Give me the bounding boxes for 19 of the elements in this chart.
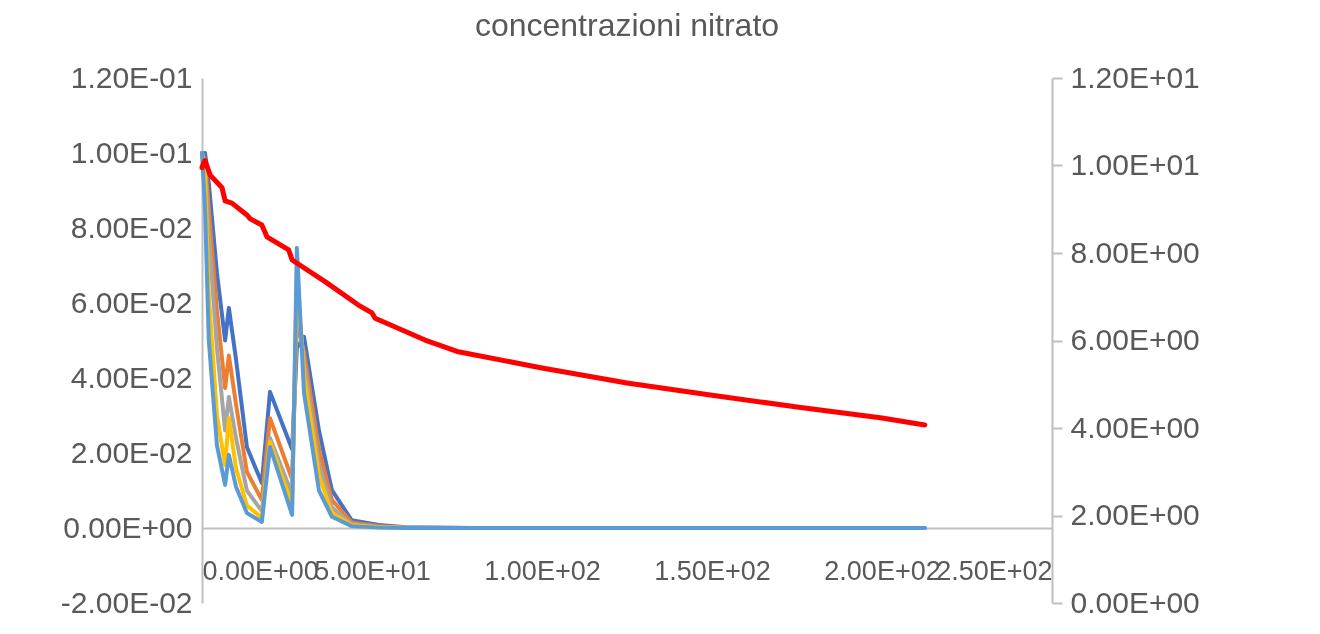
y2-tick-label: 1.20E+01 — [1070, 60, 1200, 94]
y2-tick-label: 2.00E+00 — [1070, 498, 1200, 531]
y-tick-label: 6.00E-02 — [70, 285, 193, 319]
x-tick-label: 0.00E+00 — [202, 555, 319, 586]
y2-tick-label: 4.00E+00 — [1070, 410, 1200, 444]
y-tick-label: -2.00E-02 — [60, 585, 193, 619]
y-tick-label: 8.00E-02 — [70, 210, 193, 244]
y-tick-label: 2.00E-02 — [70, 435, 193, 469]
y-tick-label: 0.00E+00 — [63, 510, 193, 544]
y-tick-label: 1.20E-01 — [70, 60, 193, 94]
y2-tick-label: 1.00E+01 — [1070, 148, 1200, 181]
chart-title: concentrazioni nitrato — [474, 7, 780, 43]
x-tick-label: 1.50E+02 — [654, 555, 771, 586]
y2-tick-label: 6.00E+00 — [1070, 323, 1200, 356]
y-tick-label: 1.00E-01 — [70, 135, 193, 169]
x-tick-label: 1.00E+02 — [484, 555, 601, 586]
y-tick-label: 4.00E-02 — [70, 360, 193, 394]
y2-tick-label: 8.00E+00 — [1070, 235, 1200, 269]
y2-tick-label: 0.00E+00 — [1070, 585, 1200, 619]
